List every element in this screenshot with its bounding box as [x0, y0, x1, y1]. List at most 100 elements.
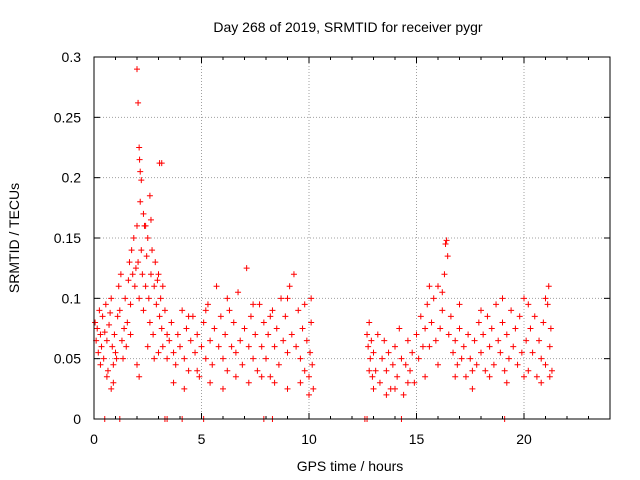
data-point	[109, 343, 116, 350]
data-point	[134, 66, 140, 73]
data-point	[94, 325, 101, 332]
data-point	[527, 325, 534, 332]
data-point	[540, 319, 547, 326]
data-point	[407, 367, 414, 374]
data-point	[115, 283, 122, 290]
data-point	[392, 343, 398, 350]
data-point	[111, 331, 118, 338]
data-point	[271, 379, 278, 386]
data-point	[364, 331, 371, 338]
data-point	[284, 385, 291, 392]
data-point	[480, 331, 487, 338]
data-point	[514, 361, 521, 368]
data-point	[547, 325, 554, 332]
data-point	[108, 385, 115, 392]
data-point	[419, 343, 426, 350]
data-point	[273, 325, 280, 332]
data-point	[157, 295, 164, 302]
data-point	[473, 361, 480, 368]
data-point	[220, 355, 226, 362]
data-point	[493, 301, 500, 308]
data-point	[548, 367, 555, 374]
data-point	[365, 343, 372, 350]
data-point	[224, 367, 231, 374]
data-point	[107, 309, 114, 316]
data-point	[217, 313, 224, 320]
data-point	[209, 361, 216, 368]
data-point	[467, 355, 474, 362]
data-point	[181, 355, 188, 362]
data-point	[486, 343, 493, 350]
data-point	[278, 295, 285, 302]
data-point	[136, 144, 143, 151]
data-point	[275, 361, 282, 368]
data-point	[499, 295, 506, 302]
data-point	[113, 355, 120, 362]
data-point	[117, 271, 124, 278]
data-point	[243, 265, 250, 272]
data-point	[154, 277, 161, 284]
data-point	[99, 313, 106, 320]
x-tick-label: 15	[409, 431, 425, 447]
data-point	[100, 355, 107, 362]
data-point	[247, 313, 254, 320]
data-point	[194, 331, 201, 338]
data-point	[132, 265, 139, 272]
data-point	[181, 385, 188, 392]
data-point	[307, 349, 314, 356]
data-point	[198, 343, 205, 350]
data-point	[488, 325, 495, 332]
y-tick-label: 0.05	[54, 351, 81, 367]
data-point	[439, 289, 446, 296]
data-point	[232, 349, 239, 356]
data-point	[136, 295, 143, 302]
data-point	[374, 331, 381, 338]
data-point	[97, 331, 104, 338]
data-point	[239, 361, 246, 368]
data-point	[179, 307, 186, 314]
chart-title: Day 268 of 2019, SRMTID for receiver pyg…	[213, 19, 483, 35]
data-point	[156, 313, 163, 320]
data-point	[252, 331, 259, 338]
y-tick-label: 0	[73, 411, 81, 427]
data-point	[284, 295, 291, 302]
data-point	[545, 283, 552, 290]
data-point	[521, 373, 527, 380]
data-point	[411, 379, 418, 386]
data-point	[140, 210, 147, 217]
data-point	[138, 177, 145, 184]
data-point	[435, 361, 441, 368]
x-tick-label: 10	[301, 431, 317, 447]
data-point	[441, 271, 448, 278]
data-point	[309, 361, 316, 368]
data-point	[152, 259, 159, 266]
data-point	[458, 355, 465, 362]
data-point	[383, 391, 390, 398]
data-point	[144, 343, 151, 350]
data-point	[432, 337, 439, 344]
data-point	[177, 343, 183, 350]
data-point	[187, 337, 194, 344]
data-point	[245, 379, 252, 386]
data-point	[250, 355, 257, 362]
data-point	[443, 237, 450, 244]
data-point	[542, 295, 549, 302]
data-point	[254, 367, 261, 374]
data-point	[460, 343, 467, 350]
data-point	[503, 331, 510, 338]
data-point	[147, 271, 154, 278]
data-point	[381, 337, 388, 344]
data-point	[164, 355, 171, 362]
data-point	[142, 222, 149, 229]
data-point	[183, 325, 190, 332]
data-point	[376, 379, 383, 386]
data-point	[284, 349, 291, 356]
data-point	[170, 379, 177, 386]
data-point	[297, 355, 304, 362]
data-point	[306, 391, 312, 398]
data-point	[499, 319, 506, 326]
data-point	[96, 307, 103, 314]
data-point	[144, 235, 151, 241]
data-point	[444, 253, 451, 260]
data-point	[538, 355, 545, 362]
